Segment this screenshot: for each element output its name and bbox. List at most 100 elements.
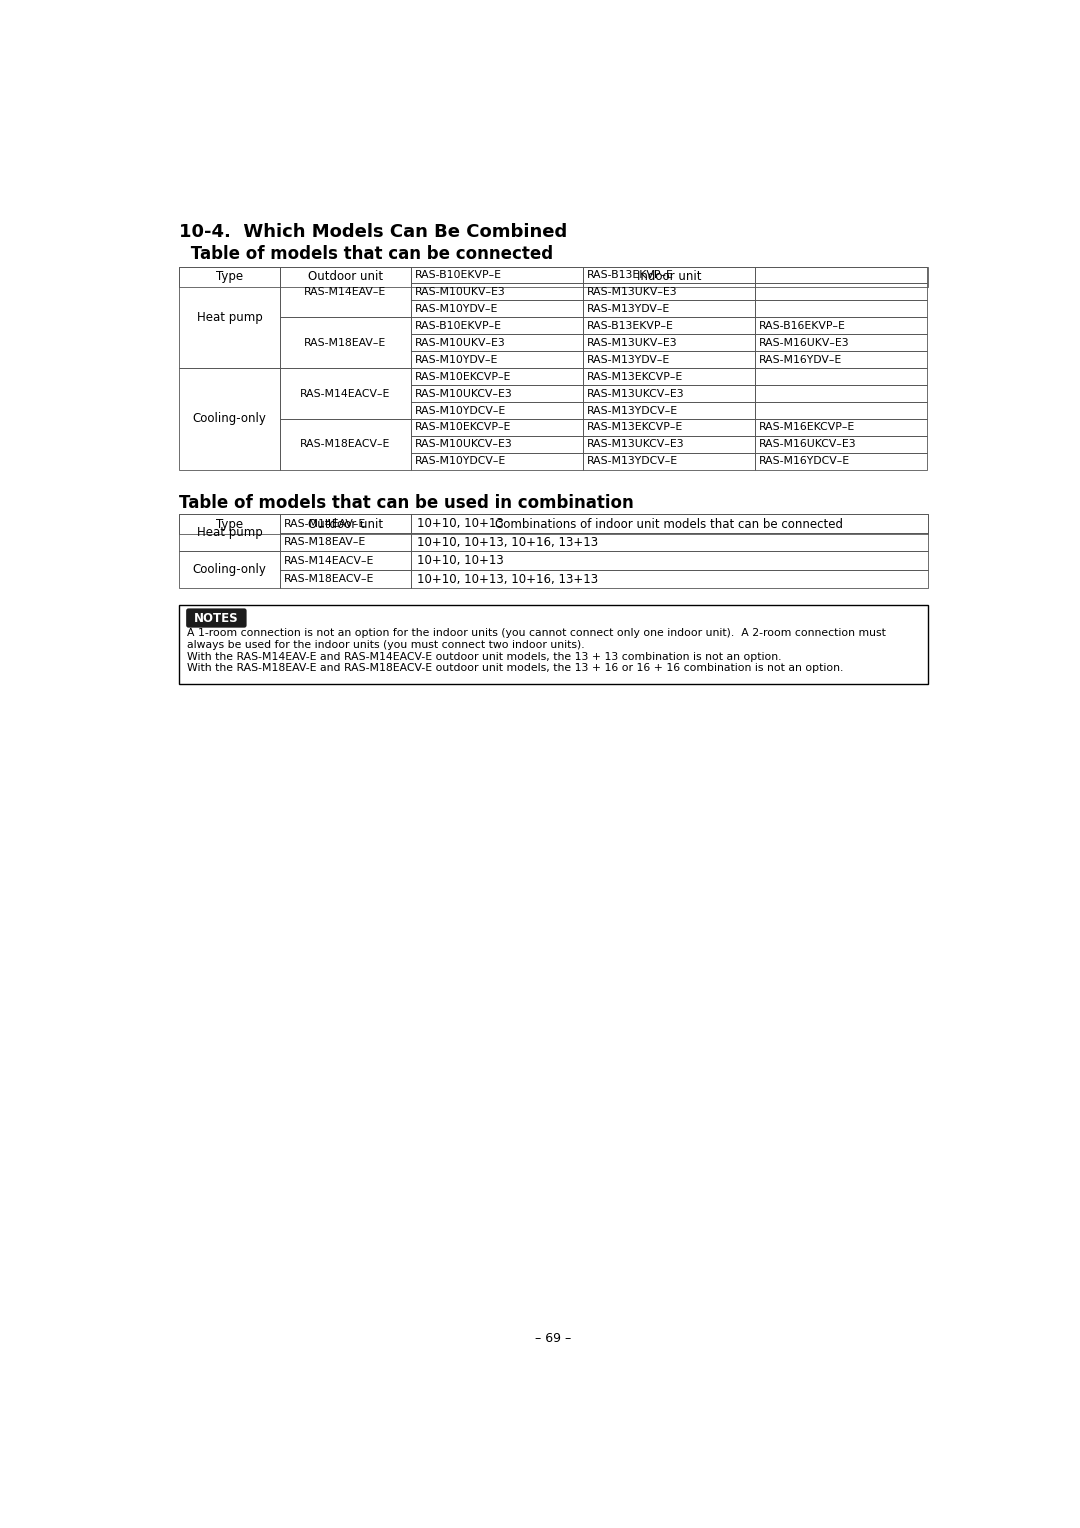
- Bar: [583, 419, 755, 435]
- Bar: [179, 266, 280, 368]
- Bar: [280, 318, 410, 368]
- Text: RAS-M18EAV–E: RAS-M18EAV–E: [284, 538, 366, 547]
- Text: – 69 –: – 69 –: [536, 1332, 571, 1345]
- Bar: [583, 351, 755, 368]
- Bar: [755, 284, 927, 301]
- Bar: [280, 552, 410, 570]
- Bar: [280, 552, 410, 570]
- Bar: [280, 570, 410, 588]
- Bar: [280, 266, 410, 318]
- Bar: [179, 266, 280, 287]
- Bar: [410, 419, 583, 435]
- Bar: [179, 552, 280, 588]
- Text: RAS-M16YDCV–E: RAS-M16YDCV–E: [759, 457, 850, 466]
- Text: RAS-B13EKVP–E: RAS-B13EKVP–E: [586, 321, 674, 330]
- Bar: [410, 402, 583, 419]
- Text: Table of models that can be used in combination: Table of models that can be used in comb…: [179, 495, 634, 512]
- Bar: [755, 435, 927, 452]
- Bar: [755, 419, 927, 435]
- Bar: [410, 533, 928, 552]
- Text: With the RAS-M18EAV-E and RAS-M18EACV-E outdoor unit models, the 13 + 16 or 16 +: With the RAS-M18EAV-E and RAS-M18EACV-E …: [187, 663, 843, 672]
- Text: Heat pump: Heat pump: [197, 527, 262, 539]
- Text: RAS-M10YDCV–E: RAS-M10YDCV–E: [415, 457, 507, 466]
- Bar: [583, 335, 755, 351]
- Text: RAS-B13EKVP–E: RAS-B13EKVP–E: [586, 270, 674, 280]
- Bar: [410, 515, 928, 535]
- Text: RAS-M10EKCVP–E: RAS-M10EKCVP–E: [415, 422, 511, 432]
- Bar: [280, 515, 410, 533]
- Bar: [583, 301, 755, 318]
- Text: RAS-M13YDV–E: RAS-M13YDV–E: [586, 354, 670, 365]
- Bar: [583, 318, 755, 335]
- Bar: [280, 419, 410, 469]
- Text: RAS-B16EKVP–E: RAS-B16EKVP–E: [759, 321, 846, 330]
- Bar: [280, 368, 410, 419]
- Bar: [755, 368, 927, 385]
- Bar: [755, 318, 927, 335]
- Bar: [179, 266, 280, 368]
- Bar: [179, 515, 280, 535]
- Bar: [755, 351, 927, 368]
- Text: Heat pump: Heat pump: [197, 310, 262, 324]
- Bar: [755, 301, 927, 318]
- Bar: [280, 419, 410, 469]
- Bar: [410, 351, 583, 368]
- Text: RAS-B10EKVP–E: RAS-B10EKVP–E: [415, 270, 502, 280]
- Bar: [410, 266, 928, 287]
- Bar: [179, 515, 280, 535]
- Text: RAS-M18EACV–E: RAS-M18EACV–E: [284, 575, 374, 584]
- Bar: [410, 515, 928, 535]
- Text: RAS-M10UKV–E3: RAS-M10UKV–E3: [415, 287, 505, 296]
- Bar: [583, 419, 755, 435]
- Bar: [583, 452, 755, 469]
- Bar: [583, 351, 755, 368]
- Bar: [583, 266, 755, 284]
- Bar: [410, 435, 583, 452]
- Text: RAS-M16UKCV–E3: RAS-M16UKCV–E3: [759, 440, 856, 449]
- Text: RAS-M13UKV–E3: RAS-M13UKV–E3: [586, 338, 677, 348]
- Bar: [410, 452, 583, 469]
- Text: Outdoor unit: Outdoor unit: [308, 518, 383, 530]
- Bar: [410, 570, 928, 588]
- Bar: [755, 284, 927, 301]
- Text: RAS-M10UKCV–E3: RAS-M10UKCV–E3: [415, 440, 513, 449]
- Text: Table of models that can be connected: Table of models that can be connected: [186, 244, 554, 263]
- Text: RAS-M13YDCV–E: RAS-M13YDCV–E: [586, 457, 678, 466]
- Bar: [755, 385, 927, 402]
- Bar: [179, 368, 280, 469]
- Bar: [583, 452, 755, 469]
- Bar: [179, 552, 280, 588]
- Bar: [583, 435, 755, 452]
- Text: RAS-M13UKCV–E3: RAS-M13UKCV–E3: [586, 388, 685, 399]
- Text: RAS-M13EKCVP–E: RAS-M13EKCVP–E: [586, 422, 683, 432]
- Bar: [410, 435, 583, 452]
- Text: RAS-M13YDV–E: RAS-M13YDV–E: [586, 304, 670, 313]
- Text: RAS-M18EACV–E: RAS-M18EACV–E: [300, 440, 391, 449]
- Bar: [410, 368, 583, 385]
- Text: RAS-M18EAV–E: RAS-M18EAV–E: [305, 338, 387, 348]
- Text: RAS-M14EACV–E: RAS-M14EACV–E: [300, 388, 391, 399]
- Bar: [179, 605, 928, 685]
- Text: 10+10, 10+13, 10+16, 13+13: 10+10, 10+13, 10+16, 13+13: [417, 536, 598, 549]
- Text: 10+10, 10+13: 10+10, 10+13: [417, 555, 504, 567]
- Bar: [410, 419, 583, 435]
- Text: 10+10, 10+13: 10+10, 10+13: [417, 516, 504, 530]
- Text: Type: Type: [216, 270, 243, 283]
- Bar: [410, 318, 583, 335]
- Text: RAS-M13YDCV–E: RAS-M13YDCV–E: [586, 405, 678, 416]
- Bar: [410, 552, 928, 570]
- Bar: [410, 351, 583, 368]
- Bar: [410, 552, 928, 570]
- Bar: [583, 368, 755, 385]
- Bar: [410, 368, 583, 385]
- Bar: [410, 284, 583, 301]
- Bar: [410, 335, 583, 351]
- Bar: [755, 266, 927, 284]
- Bar: [583, 368, 755, 385]
- Bar: [755, 402, 927, 419]
- Text: RAS-M10YDCV–E: RAS-M10YDCV–E: [415, 405, 507, 416]
- Text: RAS-M10YDV–E: RAS-M10YDV–E: [415, 304, 498, 313]
- Bar: [280, 570, 410, 588]
- Text: RAS-M14EAV–E: RAS-M14EAV–E: [305, 287, 387, 296]
- Bar: [410, 570, 928, 588]
